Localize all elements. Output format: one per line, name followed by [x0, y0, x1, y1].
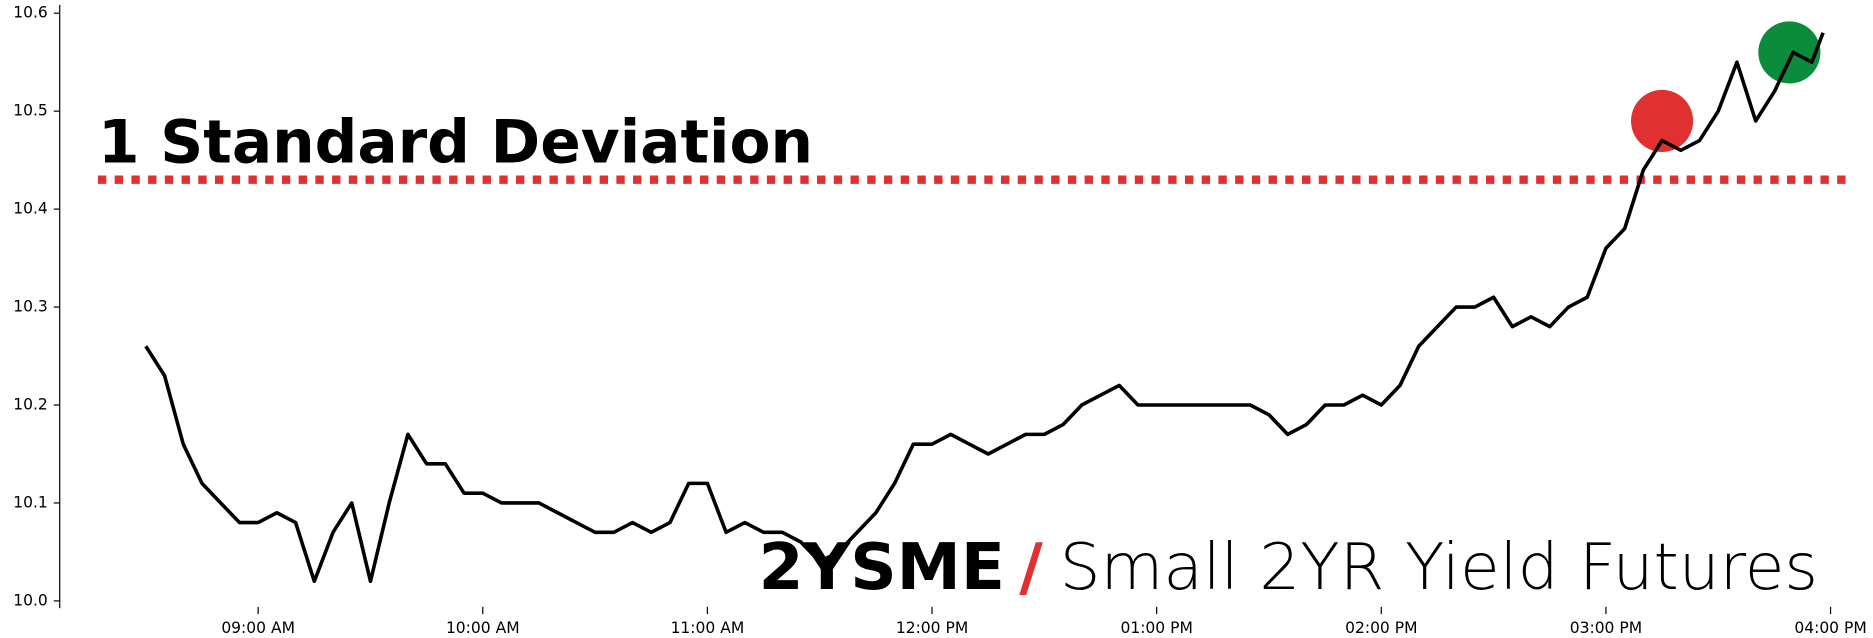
brand-separator: / [1019, 530, 1043, 605]
brand-block: 2YSME / Small 2YR Yield Futures [759, 530, 1818, 605]
x-tick-label: 10:00 AM [446, 619, 520, 637]
marker [1631, 89, 1694, 153]
y-tick-label: 10.1 [13, 493, 48, 511]
y-tick-label: 10.4 [13, 200, 48, 218]
price-line [144, 32, 1825, 584]
annotation: 1 Standard Deviation [98, 108, 813, 177]
x-tick-label: 03:00 PM [1570, 619, 1642, 637]
brand-name: Small 2YR Yield Futures [1060, 530, 1818, 605]
x-tick-label: 01:00 PM [1120, 619, 1192, 637]
y-tick-label: 10.6 [13, 4, 48, 22]
x-tick-label: 11:00 AM [671, 619, 745, 637]
plot: 10.0 10.1 10.2 10.3 10.4 10.5 10.6 09:00 AM 10:0… [13, 4, 1867, 637]
brand: 2YSME [759, 530, 1005, 605]
y-tick-label: 10.3 [13, 298, 48, 316]
y-tick-label: 10.5 [13, 102, 48, 120]
y-tick-label: 10.2 [13, 396, 48, 414]
x-tick-label: 04:00 PM [1794, 619, 1866, 637]
y-tick-label: 10.0 [13, 591, 48, 609]
x-tick-label: 09:00 AM [221, 619, 295, 637]
marker [1758, 21, 1821, 84]
x-tick-label: 02:00 PM [1345, 619, 1417, 637]
x-tick-label: 12:00 PM [896, 619, 968, 637]
